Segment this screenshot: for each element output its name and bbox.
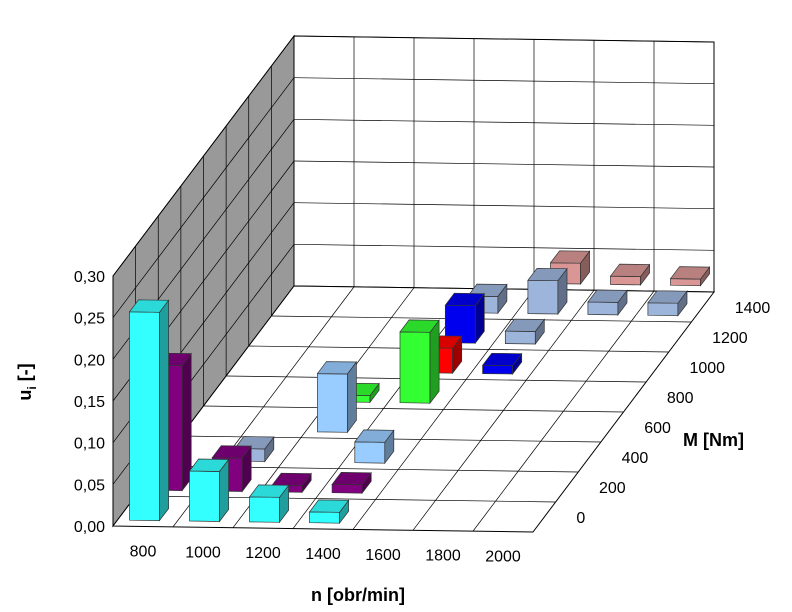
- bars: [128, 250, 711, 525]
- y-tick-label: 0,05: [74, 477, 105, 494]
- bar-top-face: [331, 472, 372, 486]
- bar-front-face: [129, 311, 160, 521]
- back-wall-gridline: [293, 243, 715, 251]
- x-tick-label: 1800: [425, 548, 461, 565]
- bar-top-face: [128, 299, 170, 313]
- z-tick-label: 600: [644, 420, 671, 437]
- bar-top-face: [248, 484, 290, 498]
- x-tick-label: 1000: [185, 544, 221, 561]
- bar: [248, 484, 290, 524]
- bar: [609, 263, 651, 286]
- bar-side-face: [159, 299, 169, 522]
- y-axis-title-sub: i: [25, 386, 39, 389]
- z-axis-title: M [Nm]: [683, 430, 744, 450]
- bar-top-face: [354, 429, 395, 443]
- bar-top-face: [527, 267, 568, 282]
- y-axis-title-main: u: [15, 390, 35, 401]
- bar-side-face: [429, 319, 440, 405]
- back-wall-gridline: [293, 77, 715, 85]
- z-tick-label: 200: [599, 480, 626, 497]
- bar: [399, 319, 440, 405]
- z-tick-label: 1400: [735, 300, 771, 317]
- back-wall-gridline: [293, 35, 715, 43]
- bar-front-face: [189, 470, 220, 522]
- y-axis-title: ui [-]: [15, 363, 39, 400]
- bar-front-face: [482, 364, 513, 375]
- bar-front-face: [249, 496, 280, 523]
- bar-front-face: [354, 441, 386, 464]
- y-tick-label: 0,30: [74, 269, 105, 286]
- bar-top-face: [504, 318, 545, 332]
- back-wall-gridline: [293, 118, 715, 126]
- bar-front-face: [331, 484, 363, 494]
- x-tick-label: 1200: [245, 545, 281, 562]
- bar: [308, 499, 350, 525]
- bar-front-face: [317, 373, 348, 433]
- bar-top-face: [399, 319, 440, 333]
- bar-front-face: [399, 331, 431, 404]
- z-tick-label: 0: [576, 510, 585, 527]
- bar-front-face: [647, 302, 679, 317]
- x-axis-title: n [obr/min]: [311, 585, 405, 605]
- y-tick-label: 0,20: [74, 352, 105, 369]
- bar: [527, 267, 568, 316]
- y-tick-label: 0,15: [74, 394, 105, 411]
- z-tick-label: 400: [622, 450, 649, 467]
- x-tick-label: 2000: [485, 549, 521, 566]
- bar-top-face: [669, 266, 711, 280]
- bar-top-face: [444, 292, 485, 307]
- bar-top-face: [549, 250, 591, 264]
- bar-front-face: [309, 511, 340, 524]
- z-tick-label: 800: [667, 390, 694, 407]
- bar: [481, 352, 523, 376]
- bar-front-face: [504, 330, 536, 345]
- floor-gridline: [203, 405, 624, 413]
- bar: [444, 292, 485, 345]
- x-tick-label: 1400: [305, 546, 341, 563]
- bar: [669, 266, 711, 287]
- y-tick-label: 0,10: [74, 436, 105, 453]
- bar-top-face: [316, 361, 358, 375]
- bar-front-face: [670, 278, 701, 287]
- bar-top-face: [481, 352, 523, 367]
- bar-top-face: [211, 445, 252, 459]
- bar: [331, 471, 372, 495]
- z-tick-label: 1200: [712, 330, 748, 347]
- back-wall-gridline: [293, 160, 715, 168]
- bar-front-face: [587, 301, 619, 316]
- y-tick-label: 0,00: [74, 519, 105, 536]
- bar-top-face: [188, 458, 230, 472]
- y-axis-title-unit: [-]: [15, 363, 35, 386]
- bar: [354, 429, 395, 465]
- z-tick-labels: 0 200 400 600 800 1000 1200 1400: [576, 300, 770, 527]
- x-tick-label: 1600: [365, 547, 401, 564]
- bar-top-face: [609, 263, 651, 277]
- bar: [647, 290, 688, 317]
- back-wall-gridline: [293, 202, 715, 210]
- bar-front-face: [610, 275, 641, 286]
- bar: [504, 318, 545, 346]
- bar-front-face: [527, 279, 559, 315]
- bar-top-face: [308, 499, 350, 513]
- bar: [188, 458, 230, 523]
- bar-top-face: [587, 289, 628, 303]
- y-tick-labels: 0,00 0,05 0,10 0,15 0,20 0,25 0,30: [74, 269, 105, 536]
- bar: [128, 299, 170, 522]
- bar: [587, 289, 628, 316]
- z-tick-label: 1000: [689, 360, 725, 377]
- y-tick-label: 0,25: [74, 311, 105, 328]
- x-tick-label: 800: [130, 543, 157, 560]
- x-tick-labels: 800 1000 1200 1400 1600 1800 2000: [130, 543, 521, 565]
- bar: [316, 360, 358, 434]
- bar-top-face: [647, 290, 688, 304]
- bar-top-face: [271, 472, 312, 486]
